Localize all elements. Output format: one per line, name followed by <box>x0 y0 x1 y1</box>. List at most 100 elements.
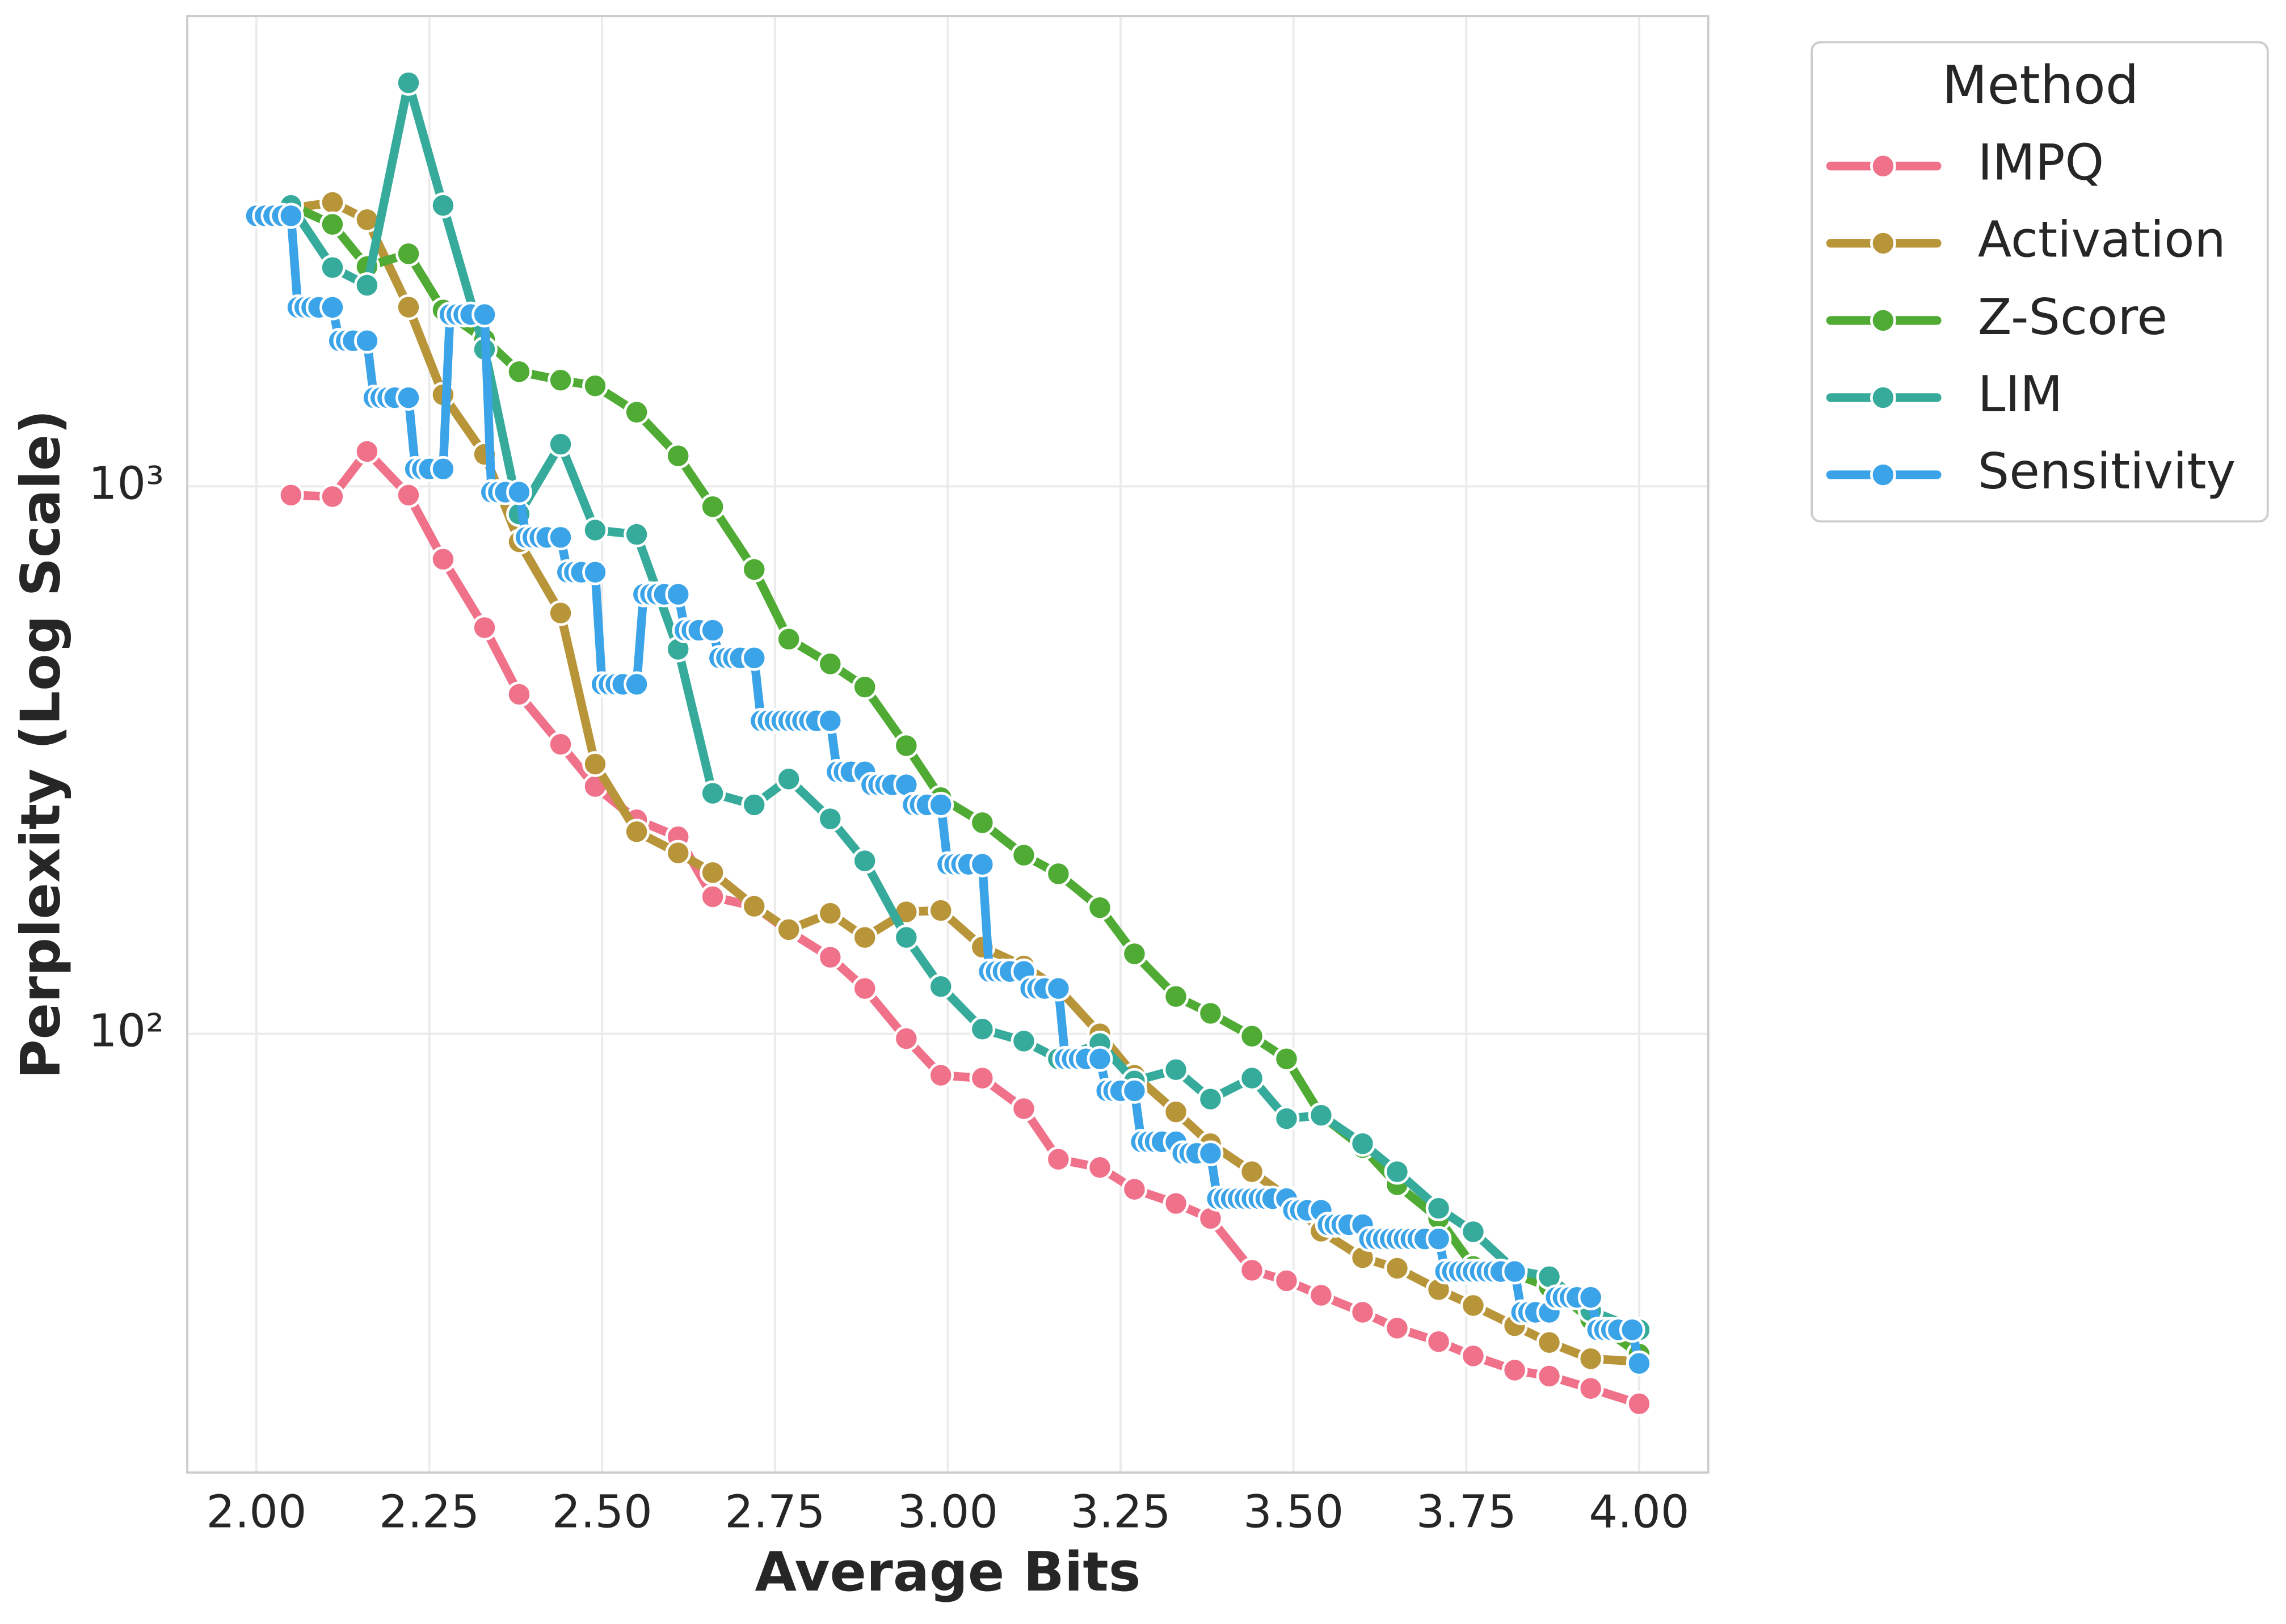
data-point <box>1577 1345 1604 1372</box>
data-point <box>1501 1258 1528 1285</box>
data-point <box>893 1026 920 1052</box>
data-point <box>741 893 768 919</box>
legend-label: LIM <box>1978 365 2063 423</box>
data-point <box>852 924 878 951</box>
data-point <box>741 645 768 671</box>
data-point <box>700 493 726 520</box>
data-point <box>582 517 608 543</box>
data-point <box>1197 1086 1224 1112</box>
data-point <box>471 301 498 328</box>
data-point <box>1536 1363 1563 1389</box>
data-point <box>665 840 692 866</box>
legend-marker <box>1870 230 1896 256</box>
data-point <box>817 707 844 734</box>
y-tick-label: 10³ <box>89 457 164 509</box>
data-point <box>1087 895 1113 921</box>
data-point <box>928 897 954 923</box>
data-point <box>1626 1350 1652 1377</box>
data-point <box>506 479 532 505</box>
data-point <box>395 294 422 320</box>
grid <box>187 16 1708 1473</box>
data-point <box>582 559 608 585</box>
data-point <box>319 483 346 510</box>
data-point <box>817 651 844 677</box>
data-point <box>395 385 422 411</box>
data-point <box>1239 1158 1265 1185</box>
data-point <box>817 900 844 926</box>
data-point <box>969 809 996 836</box>
data-point <box>893 732 920 759</box>
x-tick-label: 3.00 <box>898 1485 998 1538</box>
data-point <box>700 859 726 886</box>
x-tick-label: 3.25 <box>1070 1485 1171 1538</box>
data-point <box>1384 1158 1411 1185</box>
data-point <box>700 617 726 643</box>
data-point <box>1460 1343 1487 1369</box>
data-point <box>1011 1095 1037 1122</box>
data-point <box>665 442 692 469</box>
data-point <box>1425 1195 1452 1222</box>
data-point <box>1121 1176 1148 1203</box>
y-axis-label: Perplexity (Log Scale) <box>10 410 72 1079</box>
data-point <box>354 438 380 465</box>
data-point <box>1239 1257 1265 1284</box>
data-point <box>624 521 650 547</box>
data-point <box>1619 1317 1645 1343</box>
x-tick-label: 2.50 <box>552 1485 652 1538</box>
data-point <box>319 211 346 238</box>
data-point <box>1626 1390 1652 1417</box>
plot-frame <box>186 15 1710 1474</box>
data-point <box>395 70 422 96</box>
data-point <box>395 482 422 508</box>
data-point <box>430 455 456 482</box>
legend-label: Z-Score <box>1978 288 2167 346</box>
x-tick-label: 2.25 <box>379 1485 479 1538</box>
data-point <box>506 681 532 707</box>
data-point <box>1308 1282 1334 1309</box>
data-point <box>319 254 346 281</box>
legend-label: Sensitivity <box>1978 442 2236 500</box>
data-point <box>1577 1284 1604 1311</box>
data-point <box>1273 1106 1300 1132</box>
data-point <box>624 399 650 425</box>
data-point <box>1273 1045 1300 1072</box>
data-point <box>1087 1045 1113 1072</box>
data-point <box>817 805 844 832</box>
data-point <box>1384 1315 1411 1342</box>
data-point <box>776 626 802 652</box>
x-tick-label: 2.00 <box>206 1485 306 1538</box>
legend-title: Method <box>1942 54 2139 116</box>
data-point <box>471 614 498 641</box>
data-point <box>354 272 380 298</box>
data-point <box>969 1065 996 1091</box>
tick-labels: 2.00 2.25 2.50 2.75 3.00 3.25 3.50 3.75 4.00 10² 1… <box>89 457 1690 1538</box>
data-point <box>741 791 768 818</box>
data-point <box>852 847 878 874</box>
legend: Method IMPQ Activation Z-Score LIM Sensitivi… <box>1811 41 2269 523</box>
data-point <box>741 556 768 583</box>
data-point <box>1087 1154 1113 1181</box>
legend-label: IMPQ <box>1978 134 2104 192</box>
data-point <box>548 367 574 394</box>
x-tick-label: 2.75 <box>725 1485 825 1538</box>
data-point <box>1460 1218 1487 1245</box>
data-point <box>776 766 802 792</box>
data-point <box>1197 1000 1224 1027</box>
data-point <box>278 482 304 508</box>
data-point <box>548 600 574 626</box>
series-layer <box>243 70 1652 1417</box>
legend-marker <box>1870 462 1896 488</box>
data-point <box>700 780 726 807</box>
data-point <box>395 241 422 267</box>
data-point <box>430 192 456 218</box>
data-point <box>817 944 844 971</box>
data-point <box>852 975 878 1002</box>
legend-label: Activation <box>1978 211 2226 269</box>
data-point <box>1163 1056 1189 1083</box>
data-point <box>1536 1329 1563 1356</box>
data-point <box>1045 860 1072 887</box>
data-point <box>506 358 532 385</box>
data-point <box>1197 1140 1224 1167</box>
